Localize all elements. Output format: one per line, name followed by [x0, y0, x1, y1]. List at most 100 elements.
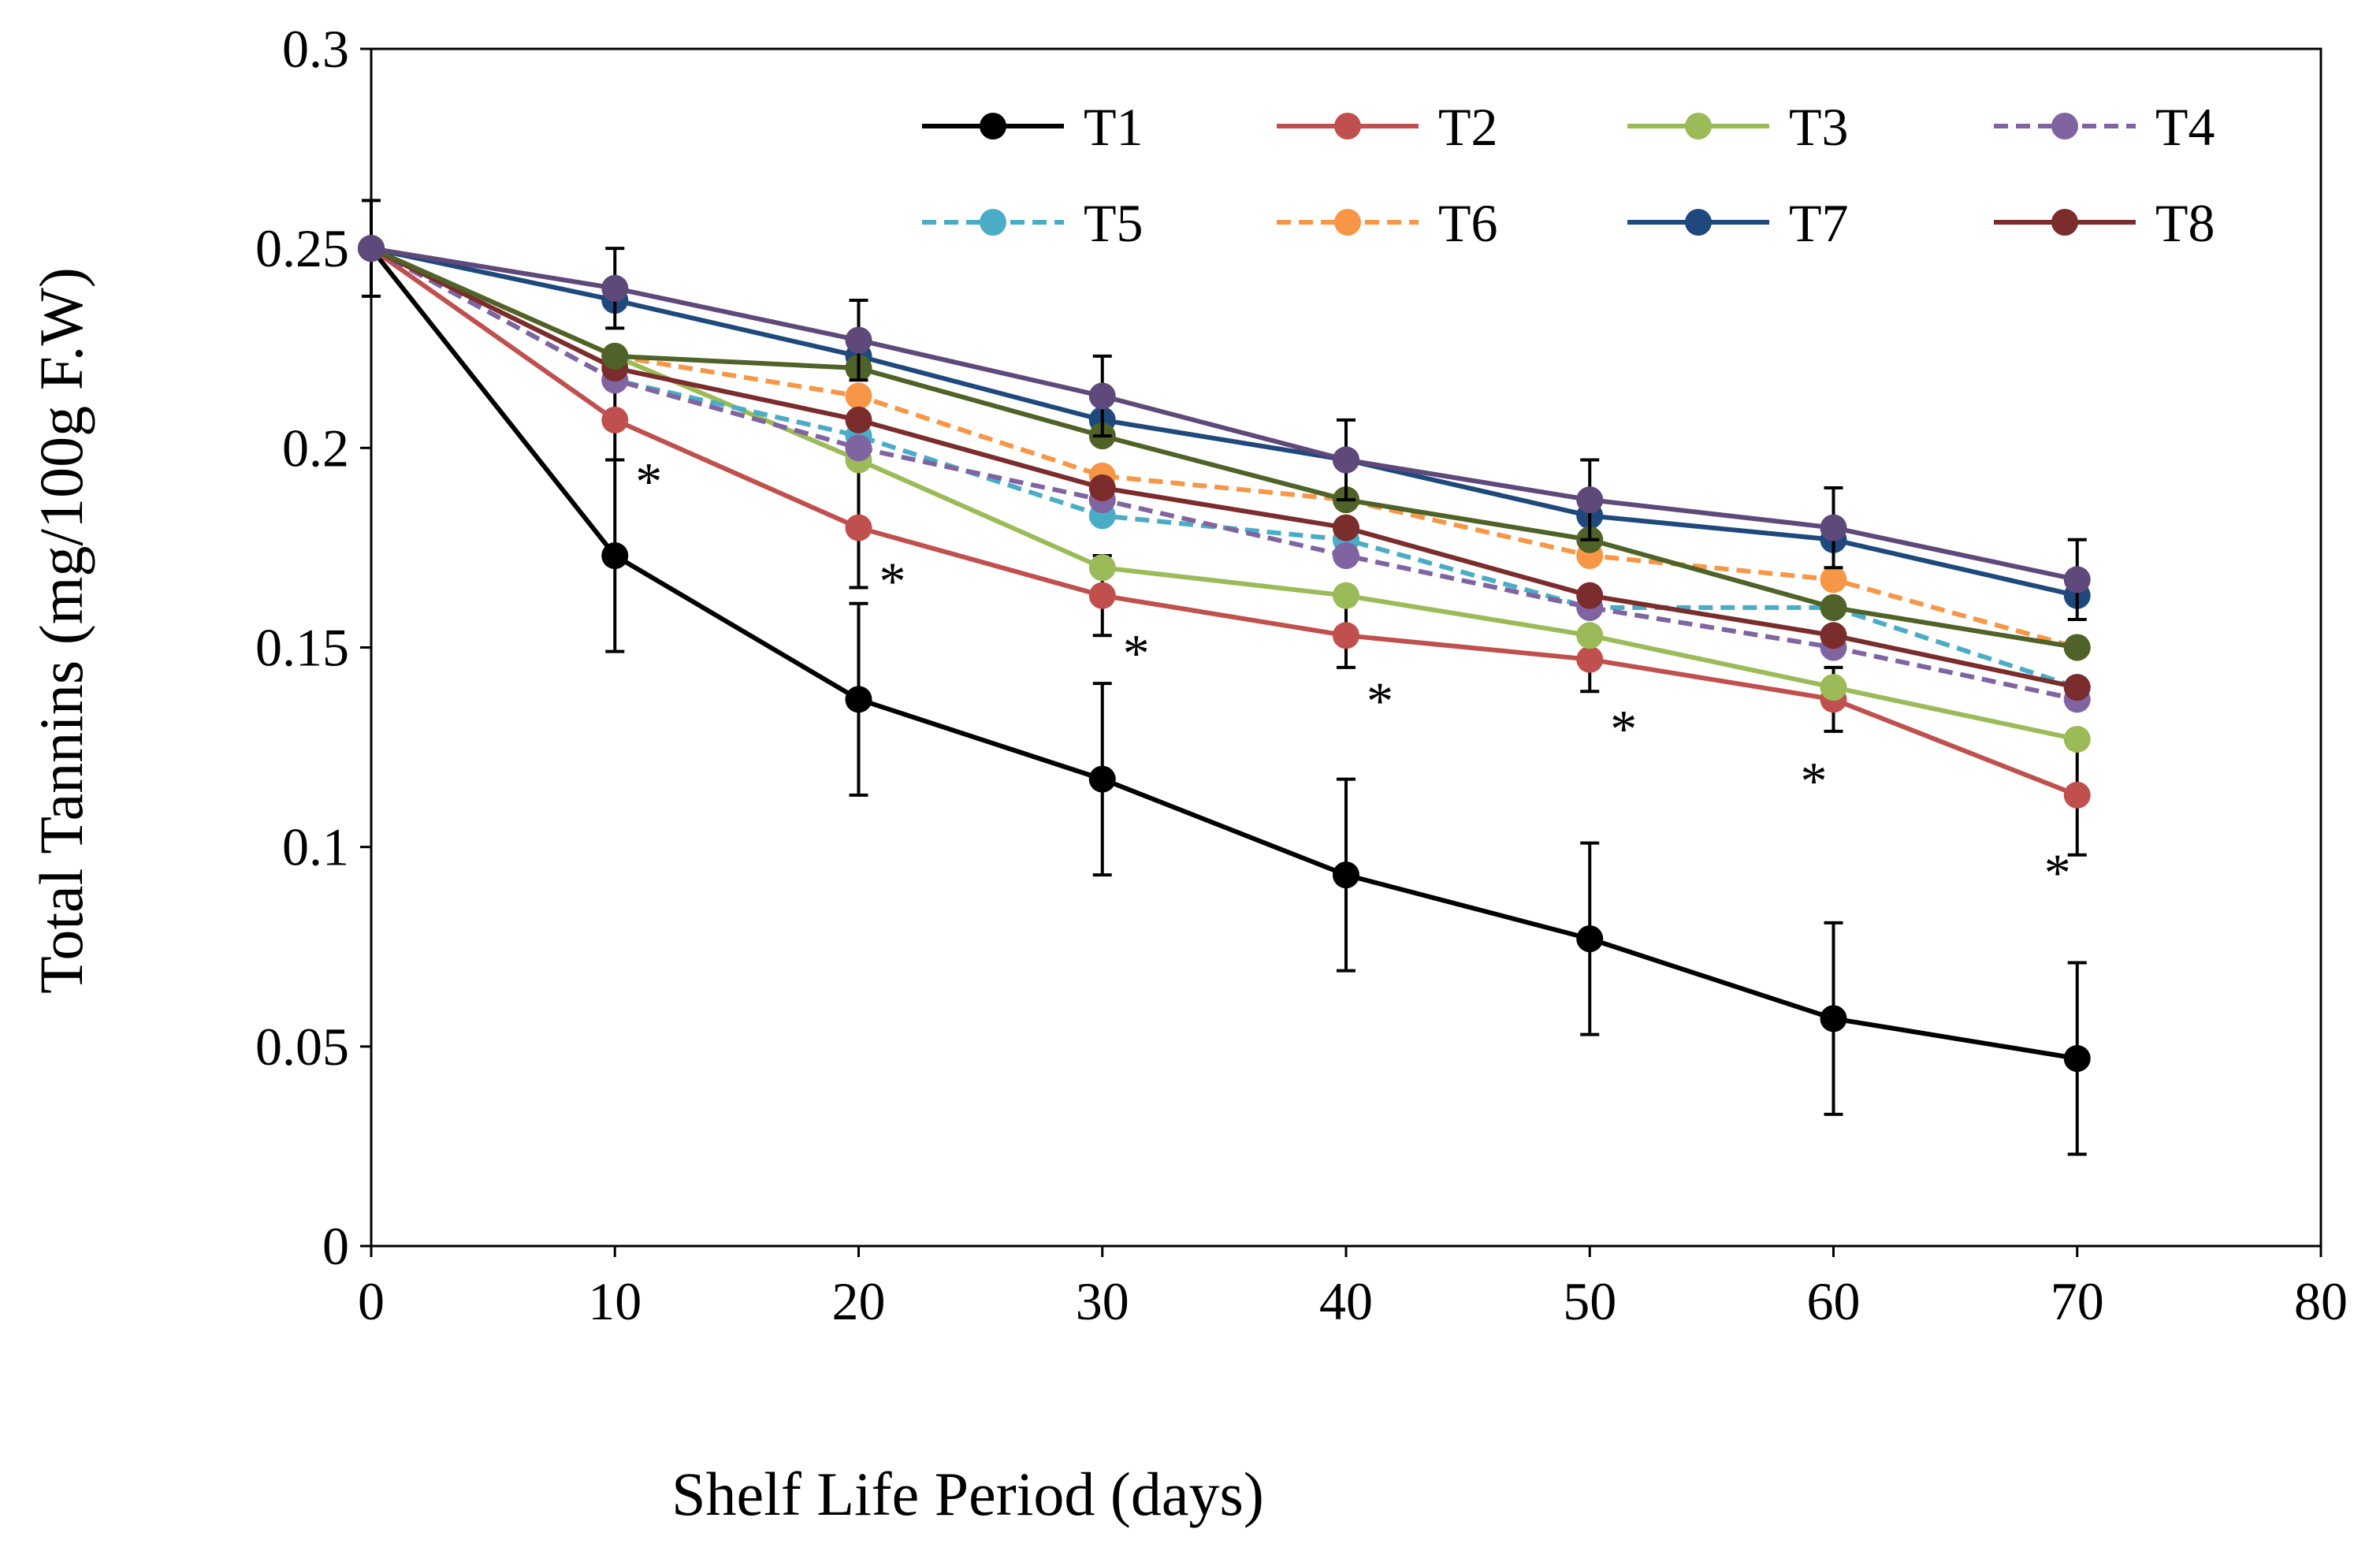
data-point: [601, 542, 629, 570]
x-tick-label: 20: [832, 1271, 886, 1331]
legend: T1 T2 T3 T4 T5 T6 T7 T8: [922, 97, 2215, 253]
legend-item-t2: T2: [1277, 97, 1498, 157]
legend-item-t1: T1: [922, 97, 1144, 157]
data-point: [1820, 593, 1847, 621]
legend-swatch-marker: [1685, 113, 1712, 140]
axes: 0 0.05 0.1 0.15 0.2 0.25 0.3 0 10 20 30 40 50 60 70 80: [255, 19, 2348, 1331]
legend-item-t8: T8: [1994, 193, 2215, 253]
legend-label: T5: [1084, 193, 1144, 253]
data-point: [845, 686, 872, 713]
data-point: [1333, 514, 1359, 541]
data-point: [601, 342, 629, 370]
series-line: [370, 246, 2078, 650]
data-point: [845, 514, 872, 541]
data-point: [1088, 765, 1116, 793]
series-line: [369, 247, 2078, 1061]
data-point: [1576, 925, 1604, 953]
series-unlabeled-9: [358, 235, 2091, 622]
legend-swatch-marker: [2051, 209, 2078, 236]
annotations: * * * * * * *: [635, 452, 2071, 902]
data-point: [1333, 446, 1359, 474]
significance-marker: *: [1610, 699, 1637, 759]
significance-marker: *: [1801, 750, 1828, 810]
x-tick-label: 40: [1319, 1271, 1373, 1331]
data-point: [1333, 542, 1359, 570]
data-point: [2063, 566, 2091, 593]
x-tick-label: 30: [1076, 1271, 1129, 1331]
legend-swatch-marker: [980, 113, 1006, 140]
significance-marker: *: [635, 452, 662, 512]
series-line: [370, 246, 2078, 582]
x-tick-label: 10: [588, 1271, 641, 1331]
x-tick-label: 0: [358, 1271, 385, 1331]
legend-swatch-marker: [980, 209, 1006, 236]
data-point: [1333, 622, 1359, 649]
legend-item-t5: T5: [922, 193, 1144, 253]
data-point: [1088, 474, 1116, 501]
series-group: [358, 199, 2091, 1156]
significance-marker: *: [879, 551, 906, 611]
legend-item-t4: T4: [1994, 97, 2215, 157]
data-point: [2063, 725, 2091, 753]
data-point: [1088, 382, 1116, 410]
data-point: [2063, 634, 2091, 661]
x-tick-label: 60: [1807, 1271, 1861, 1331]
data-point: [1088, 582, 1116, 609]
significance-marker: *: [1123, 623, 1150, 683]
data-point: [1576, 645, 1604, 673]
data-point: [2063, 1045, 2091, 1073]
y-tick-label: 0.1: [282, 817, 349, 877]
data-point: [1333, 582, 1359, 609]
data-point: [2063, 674, 2091, 701]
data-point: [845, 406, 872, 433]
y-tick-label: 0.25: [255, 218, 349, 278]
y-tick-label: 0.2: [282, 418, 349, 478]
legend-label: T2: [1438, 97, 1498, 157]
legend-label: T8: [2155, 193, 2215, 253]
legend-swatch-marker: [1685, 209, 1712, 236]
legend-swatch-marker: [1334, 209, 1361, 236]
data-point: [845, 382, 872, 410]
data-point: [845, 326, 872, 354]
y-tick-label: 0.05: [255, 1017, 349, 1077]
data-point: [1820, 674, 1847, 701]
x-tick-label: 80: [2294, 1271, 2348, 1331]
x-tick-label: 50: [1563, 1271, 1616, 1331]
legend-label: T1: [1084, 97, 1144, 157]
data-point: [845, 434, 872, 462]
y-tick-label: 0: [322, 1216, 349, 1276]
series-line: [370, 246, 2078, 598]
data-point: [1820, 622, 1847, 649]
series-line: [370, 246, 2078, 650]
legend-item-t7: T7: [1627, 193, 1849, 253]
data-point: [1576, 486, 1604, 514]
legend-item-t3: T3: [1627, 97, 1849, 157]
x-tick-label: 70: [2051, 1271, 2104, 1331]
data-point: [1333, 861, 1359, 889]
data-point: [1576, 582, 1604, 609]
significance-marker: *: [2044, 843, 2071, 902]
legend-label: T3: [1789, 97, 1849, 157]
significance-marker: *: [1367, 671, 1393, 731]
series-line: [370, 246, 2078, 702]
data-point: [1820, 514, 1847, 541]
legend-swatch-marker: [1334, 113, 1361, 140]
series-line: [370, 246, 2078, 798]
legend-label: T4: [2155, 97, 2215, 157]
y-axis-title: Total Tannins (mg/100g F.W): [27, 267, 95, 994]
legend-item-t6: T6: [1277, 193, 1498, 253]
y-tick-label: 0.3: [282, 19, 349, 79]
x-axis-title: Shelf Life Period (days): [671, 1460, 1264, 1528]
legend-label: T7: [1789, 193, 1849, 253]
data-point: [358, 235, 385, 262]
data-point: [1820, 1005, 1847, 1032]
data-point: [2063, 781, 2091, 809]
legend-swatch-marker: [2051, 113, 2078, 140]
data-point: [1820, 566, 1847, 593]
y-tick-label: 0.15: [255, 618, 349, 678]
data-point: [1576, 622, 1604, 649]
data-point: [601, 406, 629, 433]
legend-label: T6: [1438, 193, 1498, 253]
